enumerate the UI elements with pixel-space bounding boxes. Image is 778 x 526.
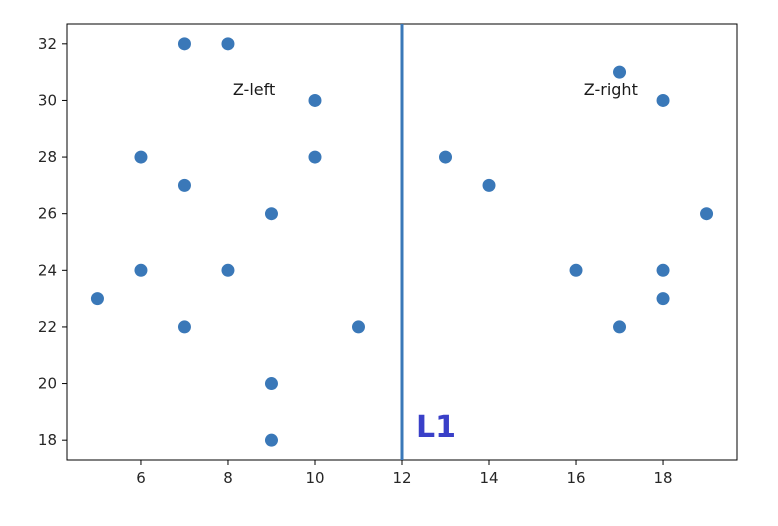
scatter-point (613, 320, 627, 334)
y-tick-label: 26 (38, 205, 57, 223)
scatter-point (264, 433, 278, 447)
y-tick-label: 24 (38, 261, 57, 279)
x-tick-label: 10 (305, 469, 324, 487)
point-annotation: Z-right (584, 80, 638, 99)
x-tick-label: 16 (566, 469, 585, 487)
scatter-point (308, 93, 322, 107)
scatter-point (656, 292, 670, 306)
y-tick-label: 30 (38, 91, 57, 109)
scatter-point (700, 207, 714, 221)
y-tick-label: 18 (38, 431, 57, 449)
x-tick-label: 12 (392, 469, 411, 487)
y-tick-label: 22 (38, 318, 57, 336)
point-annotation: Z-left (233, 80, 275, 99)
x-tick-label: 18 (653, 469, 672, 487)
scatter-point (177, 37, 191, 51)
scatter-point (177, 320, 191, 334)
y-tick-label: 20 (38, 375, 57, 393)
chart-marks: 6 8 10 12 14 16 18 18 20 22 24 26 28 30 32 Z-left Z-righ… (38, 23, 738, 487)
scatter-point (177, 178, 191, 192)
y-tick-label: 28 (38, 148, 57, 166)
scatter-point (656, 263, 670, 277)
scatter-point (134, 150, 148, 164)
scatter-point (264, 207, 278, 221)
scatter-point (351, 320, 365, 334)
scatter-point (90, 292, 104, 306)
scatter-point (482, 178, 496, 192)
scatter-point (264, 377, 278, 391)
scatter-point (221, 37, 235, 51)
x-tick-label: 8 (223, 469, 233, 487)
scatter-point (221, 263, 235, 277)
scatter-point (656, 93, 670, 107)
x-tick-label: 14 (479, 469, 498, 487)
scatter-point (308, 150, 322, 164)
scatter-point (569, 263, 583, 277)
scatter-point (134, 263, 148, 277)
scatter-point (439, 150, 453, 164)
y-tick-label: 32 (38, 35, 57, 53)
line-label-l1: L1 (416, 410, 456, 445)
scatter-point (613, 65, 627, 79)
x-tick-label: 6 (136, 469, 146, 487)
